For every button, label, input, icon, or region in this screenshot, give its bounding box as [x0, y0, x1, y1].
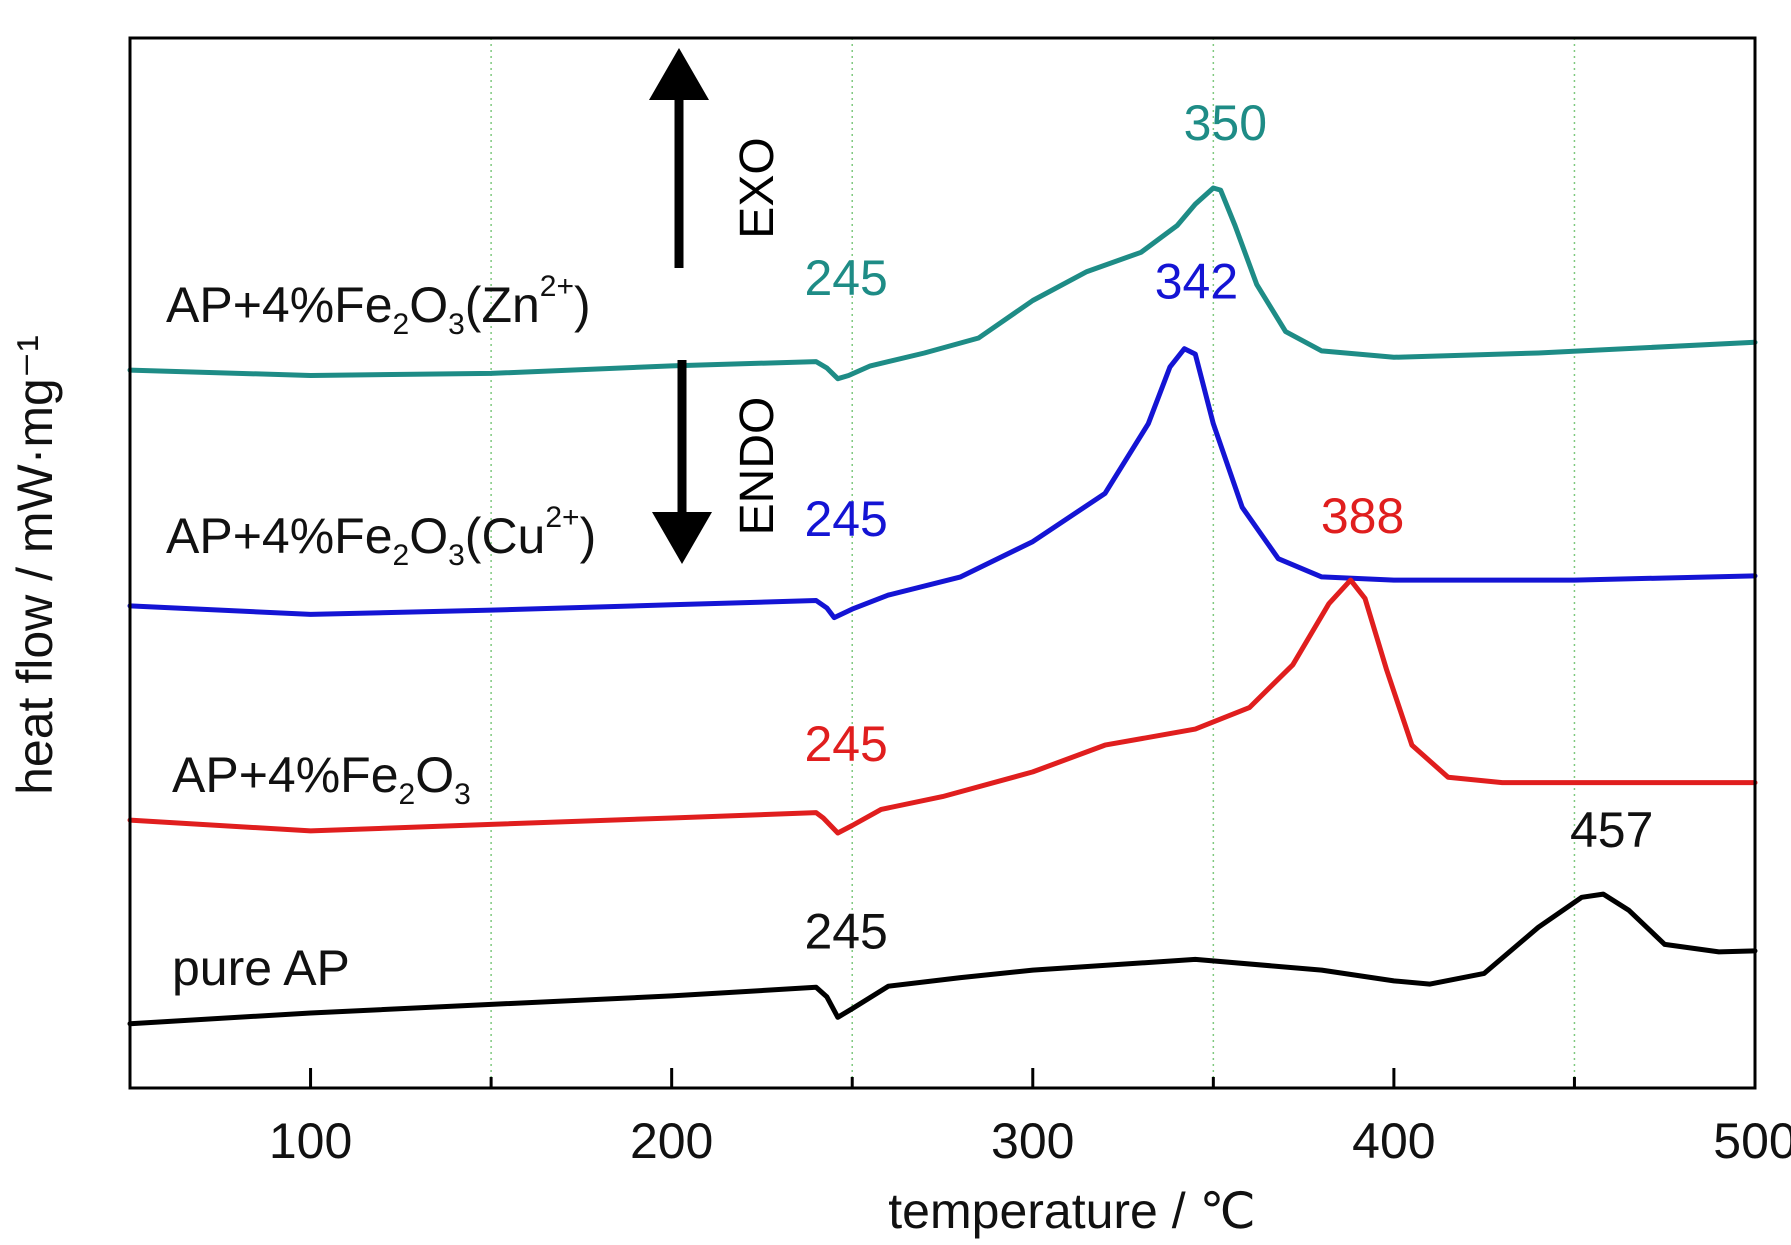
- peak-label-fe-245: 245: [804, 716, 887, 772]
- endo-label: ENDO: [731, 397, 784, 536]
- series-curves: [127, 185, 1758, 1027]
- x-tick-label-400: 400: [1352, 1113, 1435, 1169]
- x-tick-label-200: 200: [630, 1113, 713, 1169]
- peak-label-zn-350: 350: [1184, 95, 1267, 151]
- series-line-cu: [127, 346, 1758, 621]
- x-tick-label-100: 100: [269, 1113, 352, 1169]
- series-label-cu: AP+4%Fe2​O3​(Cu2+​): [166, 501, 596, 572]
- x-tick-label-300: 300: [991, 1113, 1074, 1169]
- series-line-pure: [127, 891, 1758, 1027]
- peak-label-pure-245: 245: [804, 904, 887, 960]
- gridlines: [490, 38, 1576, 1088]
- series-line-zn: [127, 185, 1758, 382]
- x-tick-label-500: 500: [1713, 1113, 1791, 1169]
- x-axis-label: temperature / ℃: [888, 1183, 1255, 1239]
- series-label-pure: pure AP: [172, 940, 350, 996]
- y-axis-label: heat flow / mW·mg⁻¹: [7, 335, 63, 795]
- series-line-fe: [127, 577, 1758, 836]
- series-labels: AP+4%Fe2​O3​(Zn2+​) AP+4%Fe2​O3​(Cu2+​) AP…: [166, 270, 596, 996]
- x-ticks: 100 200 300 400 500: [269, 1068, 1791, 1169]
- series-label-zn: AP+4%Fe2​O3​(Zn2+​): [166, 270, 591, 341]
- peak-label-zn-245: 245: [804, 250, 887, 306]
- peak-label-cu-342: 342: [1155, 253, 1238, 309]
- peak-labels: 245 350 245 342 245 388 245 457: [804, 95, 1653, 960]
- peak-label-cu-245: 245: [804, 491, 887, 547]
- plot-frame: [128, 36, 1757, 1090]
- exo-arrow-icon: [649, 48, 709, 268]
- peak-label-pure-457: 457: [1570, 802, 1653, 858]
- exo-label: EXO: [731, 137, 784, 238]
- endo-arrow-icon: [652, 360, 712, 564]
- peak-label-fe-388: 388: [1321, 488, 1404, 544]
- series-label-fe: AP+4%Fe2​O3​: [172, 747, 471, 811]
